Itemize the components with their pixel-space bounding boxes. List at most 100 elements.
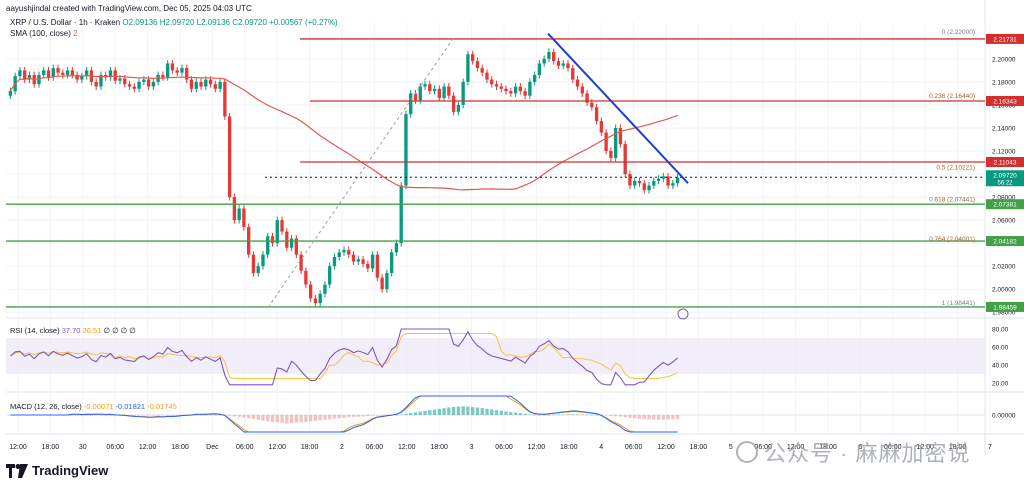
fib-label: 0 (2.22000) xyxy=(942,29,975,36)
macd-histogram-bar xyxy=(461,406,465,415)
candle-body xyxy=(46,70,51,78)
tradingview-logo-icon xyxy=(6,463,28,478)
candle-body xyxy=(666,176,670,186)
macd-histogram-bar xyxy=(652,415,656,420)
macd-histogram-bar xyxy=(609,415,613,417)
macd-histogram-bar xyxy=(466,406,470,415)
symbol-line[interactable]: XRP / U.S. Dollar · 1h · Kraken O2.09136… xyxy=(10,18,338,27)
candle-body xyxy=(261,254,265,267)
macd-histogram-bar xyxy=(213,414,217,416)
macd-histogram-bar xyxy=(318,415,322,421)
candle-body xyxy=(523,91,527,96)
candle-body xyxy=(490,79,494,85)
candle-body xyxy=(447,86,451,96)
candle-body xyxy=(633,180,637,186)
candle-body xyxy=(375,254,380,278)
macd-histogram-bar xyxy=(361,415,365,417)
rsi-tick-label: 60.00 xyxy=(992,345,1009,352)
candle-body xyxy=(594,107,599,122)
rsi-tick-label: 40.00 xyxy=(992,363,1009,370)
candle-body xyxy=(218,81,222,89)
macd-histogram-bar xyxy=(590,414,594,416)
candle-body xyxy=(84,70,89,77)
level-price-tag xyxy=(986,301,1024,312)
rsi-extra: ∅ ∅ ∅ ∅ xyxy=(103,326,136,335)
x-tick-label: 12:00 xyxy=(9,444,27,451)
x-tick-label: 06:00 xyxy=(366,444,384,451)
sma-legend[interactable]: SMA (100, close) 2 xyxy=(10,29,78,38)
x-tick-label: Dec xyxy=(206,444,219,451)
candle-body xyxy=(370,254,375,269)
x-tick-label: 06:00 xyxy=(754,444,772,451)
rsi-value: 37.70 xyxy=(61,326,81,335)
candle-body xyxy=(270,236,275,244)
candle-body xyxy=(623,144,627,175)
macd-histogram-bar xyxy=(394,414,399,416)
candle-body xyxy=(423,84,427,87)
brand-name: TradingView xyxy=(32,463,109,478)
candle-body xyxy=(604,132,608,151)
candle-body xyxy=(628,174,632,186)
candle-body xyxy=(675,177,680,184)
macd-histogram-bar xyxy=(313,415,318,421)
macd-histogram-bar xyxy=(261,415,265,421)
macd-histogram-bar xyxy=(294,415,299,423)
candle-body xyxy=(180,68,184,73)
fib-label: 1 (1.98441) xyxy=(942,300,975,307)
level-price-tag xyxy=(986,199,1024,210)
rsi-legend[interactable]: RSI (14, close) 37.70 26.51 ∅ ∅ ∅ ∅ xyxy=(10,326,136,335)
candle-body xyxy=(532,74,537,82)
candle-body xyxy=(461,81,465,105)
macd-legend[interactable]: MACD (12, 26, close) -0.00071 -0.01821 -… xyxy=(10,402,177,411)
candle-body xyxy=(609,150,613,158)
macd-histogram-bar xyxy=(409,413,413,415)
candle-body xyxy=(8,91,13,96)
candle-body xyxy=(409,93,413,115)
alert-icon xyxy=(677,308,689,320)
candle-body xyxy=(518,86,523,92)
macd-histogram-bar xyxy=(499,410,503,415)
macd-histogram-bar xyxy=(556,414,561,416)
candle-body xyxy=(294,238,299,255)
candle-body xyxy=(542,58,546,64)
x-tick-label: 18:00 xyxy=(171,444,189,451)
y-tick-label: 2.20000 xyxy=(992,56,1016,63)
candle-body xyxy=(485,72,489,80)
candle-body xyxy=(146,79,151,87)
macd-histogram-bar xyxy=(99,414,103,416)
candle-body xyxy=(285,231,289,248)
candle-body xyxy=(556,61,561,66)
macd-histogram-bar xyxy=(518,413,523,415)
macd-histogram-bar xyxy=(523,413,527,415)
candle-body xyxy=(56,68,60,73)
candle-body xyxy=(185,68,189,80)
macd-histogram-bar xyxy=(432,409,437,415)
candle-body xyxy=(428,84,432,92)
y-tick-label: 2.08000 xyxy=(992,195,1016,202)
macd-histogram-bar xyxy=(280,415,284,424)
x-tick-label: 7 xyxy=(988,444,992,451)
macd-histogram-bar xyxy=(613,415,618,417)
macd-histogram-bar xyxy=(585,414,589,416)
level-price-label: 2.21731 xyxy=(993,36,1017,43)
tradingview-logo[interactable]: TradingView xyxy=(6,463,108,478)
candle-body xyxy=(165,63,170,78)
x-tick-label: 12:00 xyxy=(528,444,546,451)
macd-histogram-bar xyxy=(566,414,570,415)
candle-body xyxy=(561,63,565,66)
sma-line xyxy=(9,75,678,191)
candle-body xyxy=(204,79,208,87)
macd-histogram-bar xyxy=(170,415,175,416)
candle-body xyxy=(170,63,175,71)
candle-body xyxy=(227,116,232,198)
macd-histogram-bar xyxy=(633,415,637,419)
macd-histogram-bar xyxy=(137,415,141,416)
candle-body xyxy=(366,263,370,269)
candle-body xyxy=(175,70,179,73)
macd-histogram-bar xyxy=(142,415,146,416)
x-tick-label: 12:00 xyxy=(787,444,805,451)
macd-histogram-bar xyxy=(642,415,646,420)
macd-histogram-bar xyxy=(323,415,327,420)
x-tick-label: 18:00 xyxy=(560,444,578,451)
